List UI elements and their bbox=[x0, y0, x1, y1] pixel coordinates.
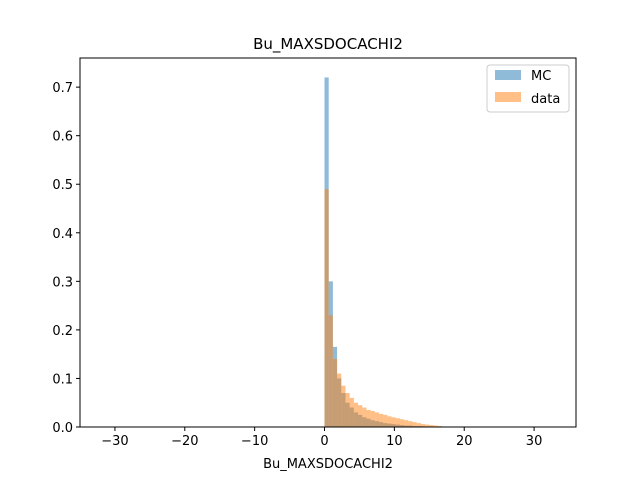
bar-data-20 bbox=[408, 421, 413, 427]
y-tick-label: 0.0 bbox=[52, 421, 73, 436]
chart-title: Bu_MAXSDOCACHI2 bbox=[253, 35, 403, 54]
bar-data-24 bbox=[425, 424, 430, 427]
x-tick-label: 30 bbox=[526, 434, 543, 449]
bar-data-3 bbox=[337, 373, 342, 427]
x-tick-label: 20 bbox=[456, 434, 473, 449]
bar-data-11 bbox=[370, 410, 375, 427]
bar-data-15 bbox=[387, 416, 392, 427]
bar-data-23 bbox=[420, 424, 426, 427]
bar-data-26 bbox=[433, 425, 438, 427]
y-tick-label: 0.4 bbox=[52, 227, 73, 242]
y-tick-label: 0.3 bbox=[52, 275, 73, 290]
x-tick-label: 10 bbox=[386, 434, 403, 449]
legend-label-mc: MC bbox=[531, 69, 551, 84]
x-axis-label: Bu_MAXSDOCACHI2 bbox=[263, 457, 393, 472]
bar-data-14 bbox=[383, 414, 388, 427]
bar-data-18 bbox=[399, 419, 405, 427]
y-tick-label: 0.6 bbox=[52, 130, 73, 145]
x-tick-label: −20 bbox=[171, 434, 198, 449]
bar-data-6 bbox=[349, 397, 354, 427]
bar-data-1 bbox=[328, 315, 333, 427]
x-axis-ticks: −30 −20 −10 0 10 20 30 bbox=[101, 427, 542, 449]
plot-frame bbox=[79, 57, 577, 428]
bar-data-13 bbox=[378, 413, 384, 427]
y-tick-label: 0.2 bbox=[52, 324, 73, 339]
x-tick-label: −30 bbox=[101, 434, 128, 449]
legend-label-data: data bbox=[531, 92, 560, 107]
y-tick-label: 0.7 bbox=[52, 81, 73, 96]
bar-data-0 bbox=[324, 189, 329, 427]
bar-data-25 bbox=[429, 425, 434, 427]
legend-swatch-data bbox=[495, 92, 521, 102]
y-tick-label: 0.5 bbox=[52, 178, 73, 193]
x-tick-label: 0 bbox=[320, 434, 328, 449]
bar-data-2 bbox=[332, 359, 338, 427]
x-tick-label: −10 bbox=[241, 434, 268, 449]
legend: MC data bbox=[486, 64, 570, 113]
bar-data-7 bbox=[353, 402, 359, 427]
bar-data-9 bbox=[362, 407, 367, 427]
y-tick-label: 0.1 bbox=[52, 372, 73, 387]
y-axis-ticks: 0.0 0.1 0.2 0.3 0.4 0.5 0.6 0.7 bbox=[52, 81, 80, 436]
bar-data-12 bbox=[374, 412, 379, 427]
bar-data-17 bbox=[395, 418, 400, 427]
series-data-bars bbox=[324, 189, 442, 427]
histogram-bars bbox=[324, 77, 442, 427]
bar-data-19 bbox=[404, 420, 409, 427]
bar-data-21 bbox=[412, 422, 417, 427]
bar-data-4 bbox=[341, 385, 346, 427]
bar-data-22 bbox=[416, 423, 421, 427]
bar-data-5 bbox=[345, 393, 350, 427]
bar-data-8 bbox=[358, 405, 363, 427]
bar-data-16 bbox=[391, 417, 396, 427]
legend-swatch-mc bbox=[495, 70, 521, 80]
bar-data-10 bbox=[366, 410, 371, 427]
